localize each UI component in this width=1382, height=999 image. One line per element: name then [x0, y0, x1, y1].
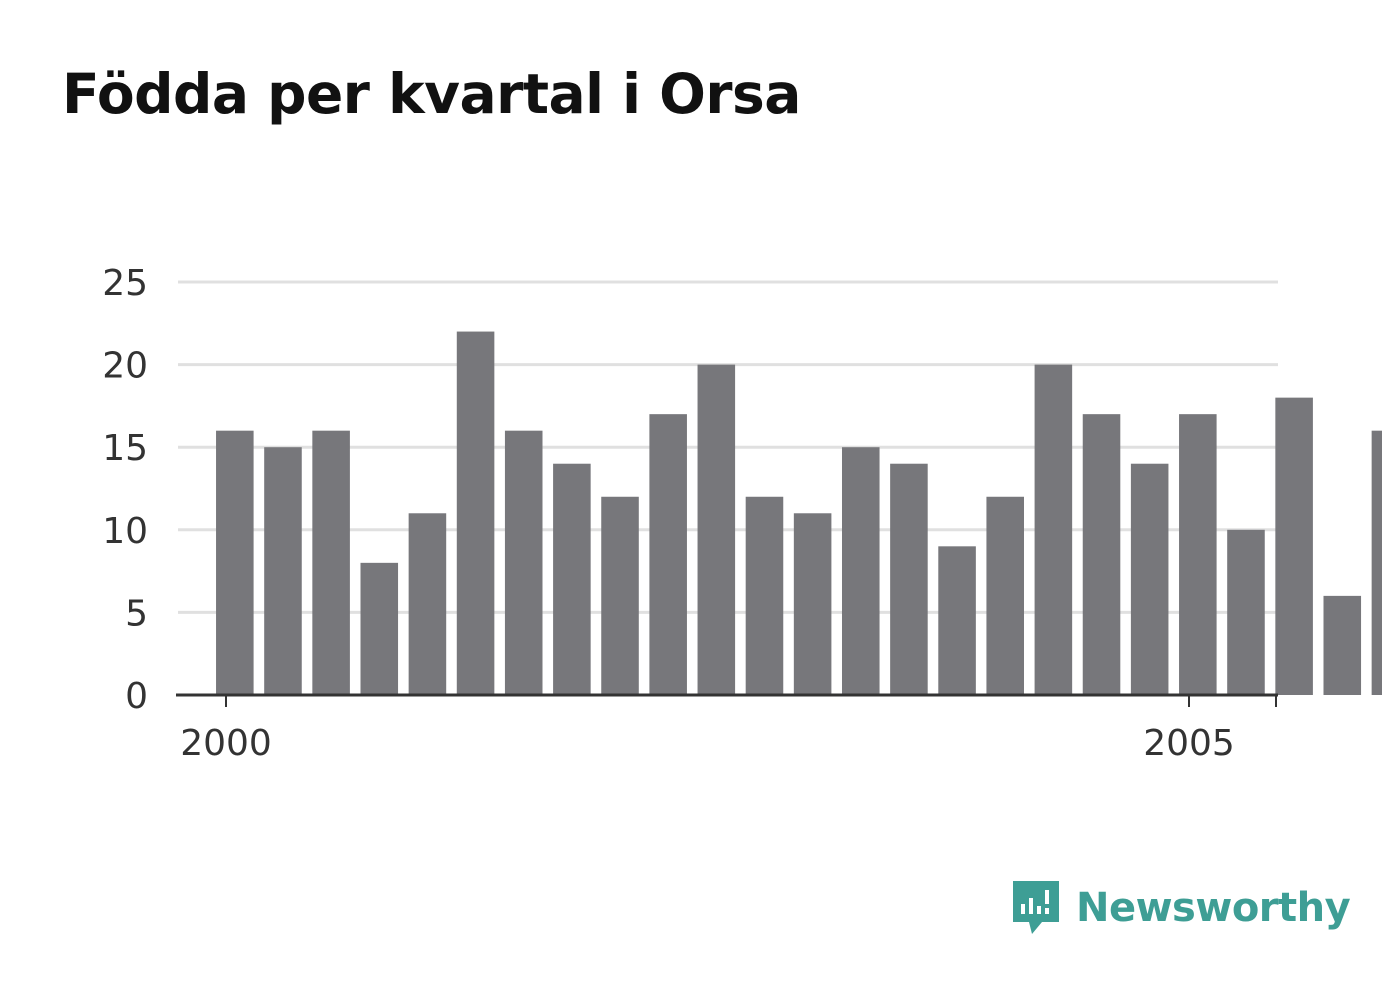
bar: [553, 463, 591, 695]
newsworthy-logo-icon: [1013, 881, 1059, 934]
bars: [216, 331, 1382, 695]
bar: [1275, 397, 1313, 695]
bar: [601, 496, 639, 695]
bar: [841, 447, 880, 695]
bar: [1371, 430, 1382, 695]
bar: [1227, 529, 1265, 695]
y-tick-label: 15: [102, 428, 148, 469]
chart-title: Födda per kvartal i Orsa: [62, 62, 801, 126]
bar: [1323, 595, 1362, 695]
bar: [697, 364, 736, 695]
y-tick-label: 25: [102, 263, 148, 304]
y-tick-label: 20: [102, 346, 148, 387]
brand-name: Newsworthy: [1076, 885, 1351, 931]
x-axis: 200020052010201520202025: [176, 693, 1278, 764]
bar: [793, 513, 832, 695]
brand-logo: Newsworthy: [1010, 878, 1351, 938]
bar: [504, 430, 543, 695]
bar: [360, 562, 399, 695]
bar: [890, 463, 928, 695]
y-axis: 0 5 10 15 20 25: [102, 263, 148, 717]
x-tick-label: 2000: [180, 723, 272, 764]
bar: [216, 430, 254, 695]
bar: [408, 513, 447, 695]
bar: [1082, 414, 1121, 695]
bar: [649, 414, 687, 695]
bar: [456, 331, 495, 695]
bar: [1034, 364, 1073, 695]
y-tick-label: 10: [102, 511, 148, 552]
bar: [1130, 463, 1169, 695]
y-tick-label: 0: [125, 676, 148, 717]
bar: [264, 447, 302, 695]
bar: [312, 430, 350, 695]
x-tick-label: 2005: [1143, 723, 1235, 764]
bar: [745, 496, 784, 695]
y-tick-label: 5: [125, 593, 148, 634]
bar: [1179, 414, 1217, 695]
bar: [938, 546, 976, 695]
bar: [986, 496, 1024, 695]
